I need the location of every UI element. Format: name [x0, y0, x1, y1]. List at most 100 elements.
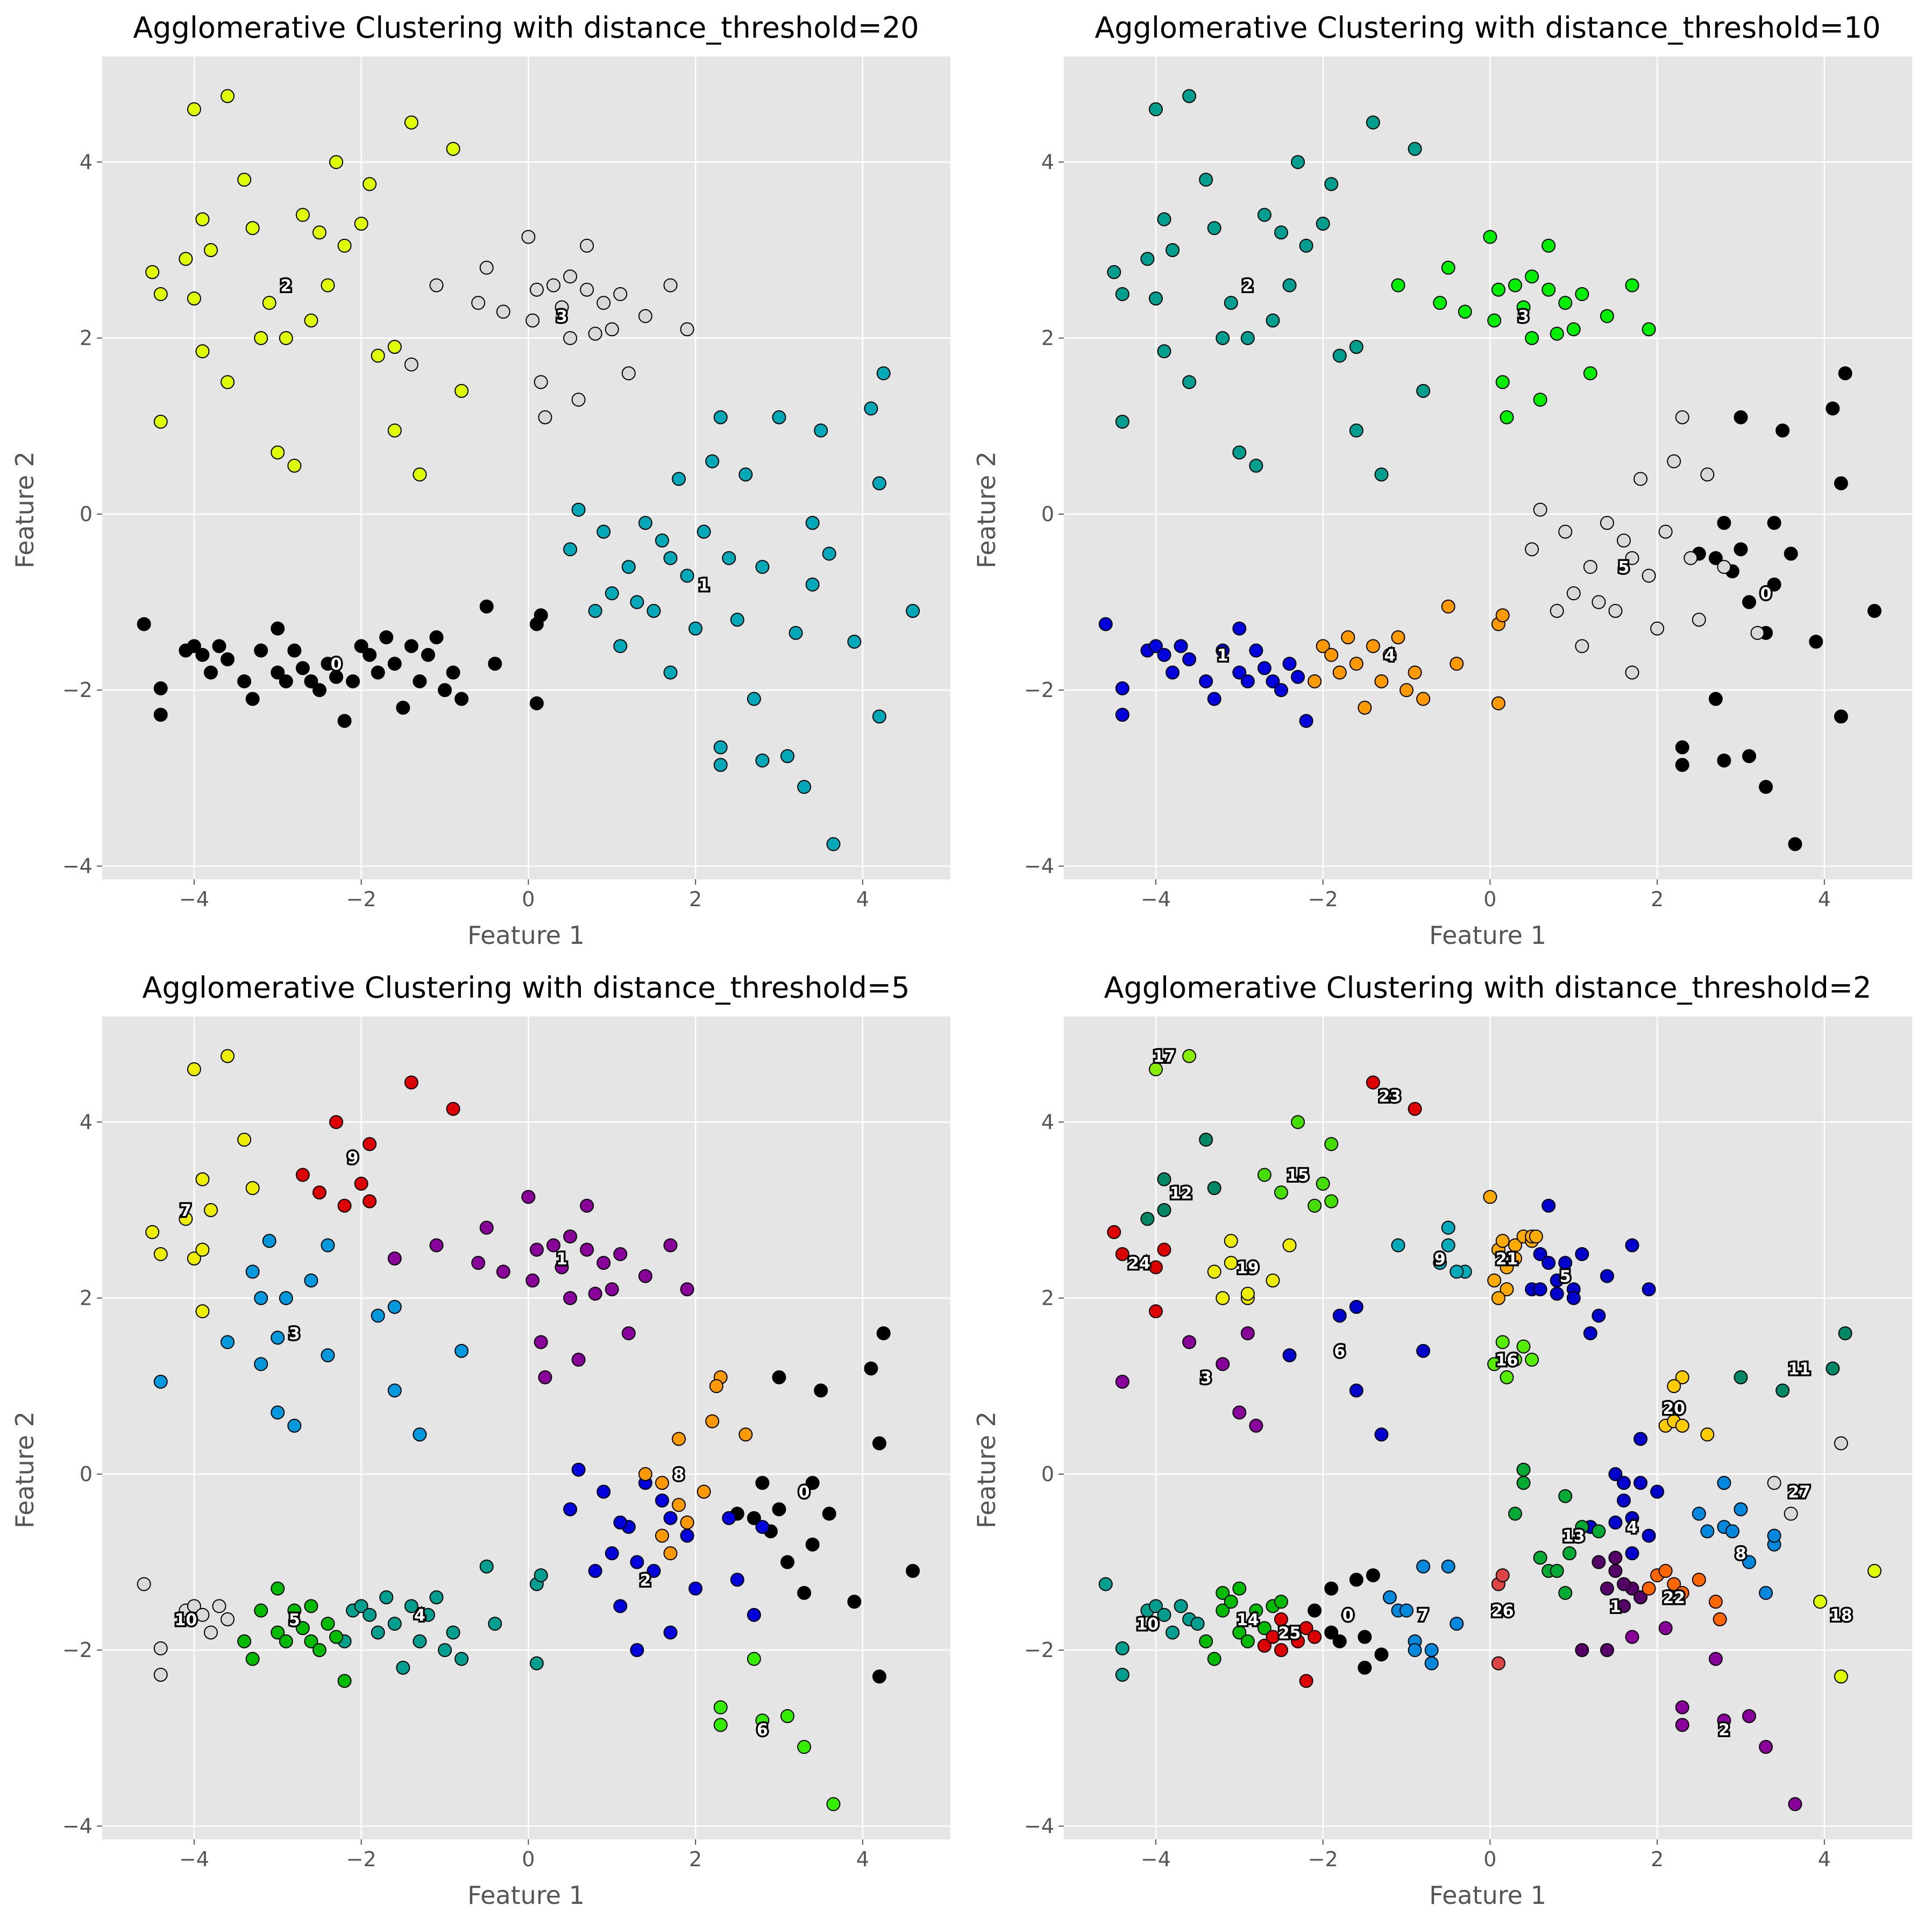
data-point — [1483, 1190, 1497, 1204]
data-point — [1650, 621, 1665, 636]
data-point — [321, 1348, 335, 1362]
data-point — [1324, 1625, 1339, 1640]
data-point — [1616, 1494, 1631, 1507]
data-point — [1332, 1634, 1347, 1648]
data-point — [1358, 1630, 1372, 1644]
data-point — [1382, 648, 1397, 662]
cluster-14 — [1199, 1581, 1288, 1666]
data-point — [1391, 278, 1405, 293]
data-point — [1608, 1563, 1623, 1578]
data-point — [1734, 542, 1748, 557]
data-point — [1491, 1291, 1505, 1305]
data-point — [638, 1269, 652, 1283]
data-point — [655, 1528, 669, 1543]
data-point — [1500, 1260, 1514, 1275]
data-point — [1667, 1577, 1681, 1591]
cluster-label: 0 — [331, 655, 342, 674]
data-point — [1592, 1555, 1606, 1569]
cluster-label: 2 — [640, 1571, 651, 1590]
data-point — [1165, 243, 1180, 257]
data-point — [680, 322, 694, 337]
cluster-2 — [563, 1462, 770, 1658]
data-point — [1182, 89, 1197, 103]
data-point — [1767, 1528, 1781, 1543]
data-point — [1190, 1617, 1205, 1631]
cluster-11 — [1734, 1326, 1852, 1398]
data-point — [630, 1555, 644, 1569]
data-point — [655, 534, 669, 547]
data-point — [1775, 1383, 1790, 1398]
data-point — [1558, 1489, 1573, 1503]
data-point — [203, 665, 218, 680]
data-point — [1625, 278, 1639, 293]
cluster-label: 7 — [180, 1201, 191, 1220]
data-point — [1742, 595, 1757, 609]
data-point — [1349, 423, 1363, 438]
data-point — [295, 208, 310, 222]
data-point — [1566, 586, 1581, 601]
data-point — [613, 1599, 628, 1613]
cluster-label: 3 — [289, 1325, 300, 1343]
data-point — [1182, 375, 1197, 389]
cluster-10 — [137, 1577, 235, 1682]
data-point — [396, 700, 410, 715]
data-point — [287, 1418, 302, 1433]
cluster-label: 10 — [1136, 1615, 1159, 1634]
data-point — [1274, 1185, 1288, 1200]
data-point — [1717, 753, 1731, 768]
data-point — [713, 740, 728, 755]
data-point — [404, 1075, 418, 1090]
data-point — [876, 1326, 891, 1341]
subplot-1-title: Agglomerative Clustering with distance_t… — [133, 11, 919, 45]
data-point — [663, 278, 678, 293]
data-point — [826, 1797, 841, 1811]
data-point — [371, 349, 385, 363]
data-point — [1374, 1647, 1389, 1662]
data-point — [1148, 1260, 1163, 1275]
data-point — [454, 1343, 469, 1358]
y-tick-label: −4 — [62, 854, 93, 878]
data-point — [1324, 1581, 1339, 1596]
data-point — [1174, 1599, 1188, 1613]
data-point — [212, 639, 226, 653]
data-point — [1140, 1212, 1155, 1226]
cluster-label: 1 — [1610, 1597, 1621, 1616]
data-point — [1834, 1436, 1848, 1450]
data-point — [153, 708, 168, 722]
data-point — [1249, 1418, 1263, 1433]
data-point — [1566, 1291, 1581, 1305]
data-point — [1558, 296, 1573, 310]
data-point — [647, 603, 661, 618]
subplot-2: Agglomerative Clustering with distance_t… — [972, 11, 1881, 950]
data-point — [1441, 1220, 1455, 1235]
data-point — [1700, 1524, 1715, 1539]
data-point — [534, 1568, 548, 1583]
y-tick-label: −2 — [62, 678, 93, 702]
data-point — [738, 467, 753, 482]
data-point — [1675, 1418, 1689, 1433]
data-point — [1788, 837, 1802, 851]
data-point — [1500, 1282, 1514, 1297]
data-point — [1550, 1273, 1564, 1288]
data-point — [571, 1462, 586, 1477]
data-point — [1441, 1238, 1455, 1253]
data-point — [1734, 1370, 1748, 1384]
data-point — [195, 1608, 210, 1622]
cluster-6 — [713, 1652, 841, 1811]
data-point — [1608, 1467, 1623, 1481]
data-point — [1642, 1581, 1656, 1596]
data-point — [1558, 524, 1573, 539]
data-point — [413, 1634, 427, 1648]
data-point — [876, 366, 891, 381]
data-point — [1391, 1238, 1405, 1253]
data-point — [872, 1436, 886, 1450]
data-point — [596, 1484, 611, 1499]
data-point — [1450, 1264, 1464, 1279]
data-point — [153, 1375, 168, 1389]
data-point — [245, 692, 260, 706]
data-point — [1516, 1462, 1531, 1477]
data-point — [605, 322, 619, 337]
data-point — [1642, 322, 1656, 337]
data-point — [496, 304, 510, 319]
data-point — [1274, 225, 1288, 240]
